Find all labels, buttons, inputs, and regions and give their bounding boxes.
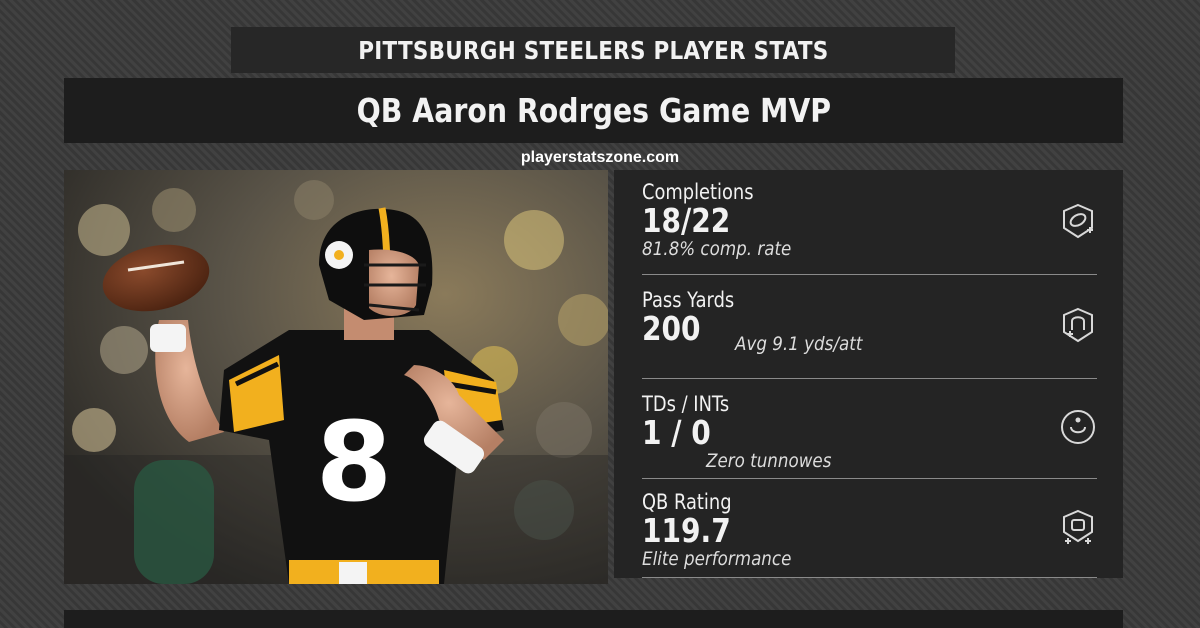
divider (642, 378, 1097, 379)
bottom-bar (64, 610, 1123, 628)
stat-value: 1 / 0 (642, 413, 711, 452)
stat-note: Avg 9.1 yds/att (735, 333, 863, 355)
stat-note: Zero tunnowes (706, 450, 832, 472)
stat-label: Pass Yards (642, 288, 735, 312)
title-bar: QB Aaron Rodrges Game MVP (64, 78, 1123, 143)
website-label: playerstatszone.com (520, 149, 680, 166)
distance-badge-icon (1063, 307, 1093, 343)
stat-label: TDs / INTs (642, 392, 730, 416)
stat-note: 81.8% comp. rate (642, 238, 792, 260)
banner-text: PITTSBURGH STEELERS PLAYER STATS (357, 35, 829, 65)
stats-panel: Completions 18/22 81.8% comp. rate Pass … (614, 170, 1123, 578)
stat-note: Elite performance (642, 548, 792, 570)
stat-tds-ints: TDs / INTs 1 / 0 Zero tunnowes (642, 392, 1097, 487)
rating-badge-icon (1063, 509, 1093, 544)
jersey-number: 8 (316, 398, 393, 526)
stat-pass-yards: Pass Yards 200 Avg 9.1 yds/att (642, 288, 1097, 383)
page-title: QB Aaron Rodrges Game MVP (356, 91, 831, 130)
divider (642, 478, 1097, 479)
stat-label: QB Rating (642, 490, 732, 514)
player-photo: 8 (64, 170, 608, 584)
top-banner: PITTSBURGH STEELERS PLAYER STATS (231, 27, 955, 73)
stat-qb-rating: QB Rating 119.7 Elite performance (642, 490, 1097, 578)
stat-value: 119.7 (642, 511, 731, 550)
divider (642, 577, 1097, 578)
stat-value: 200 (642, 309, 701, 348)
stat-label: Completions (642, 180, 754, 204)
divider (642, 274, 1097, 275)
target-circle-icon (1061, 410, 1095, 444)
stat-value: 18/22 (642, 201, 731, 240)
football-badge-icon (1063, 203, 1093, 239)
stat-completions: Completions 18/22 81.8% comp. rate (642, 180, 1097, 275)
